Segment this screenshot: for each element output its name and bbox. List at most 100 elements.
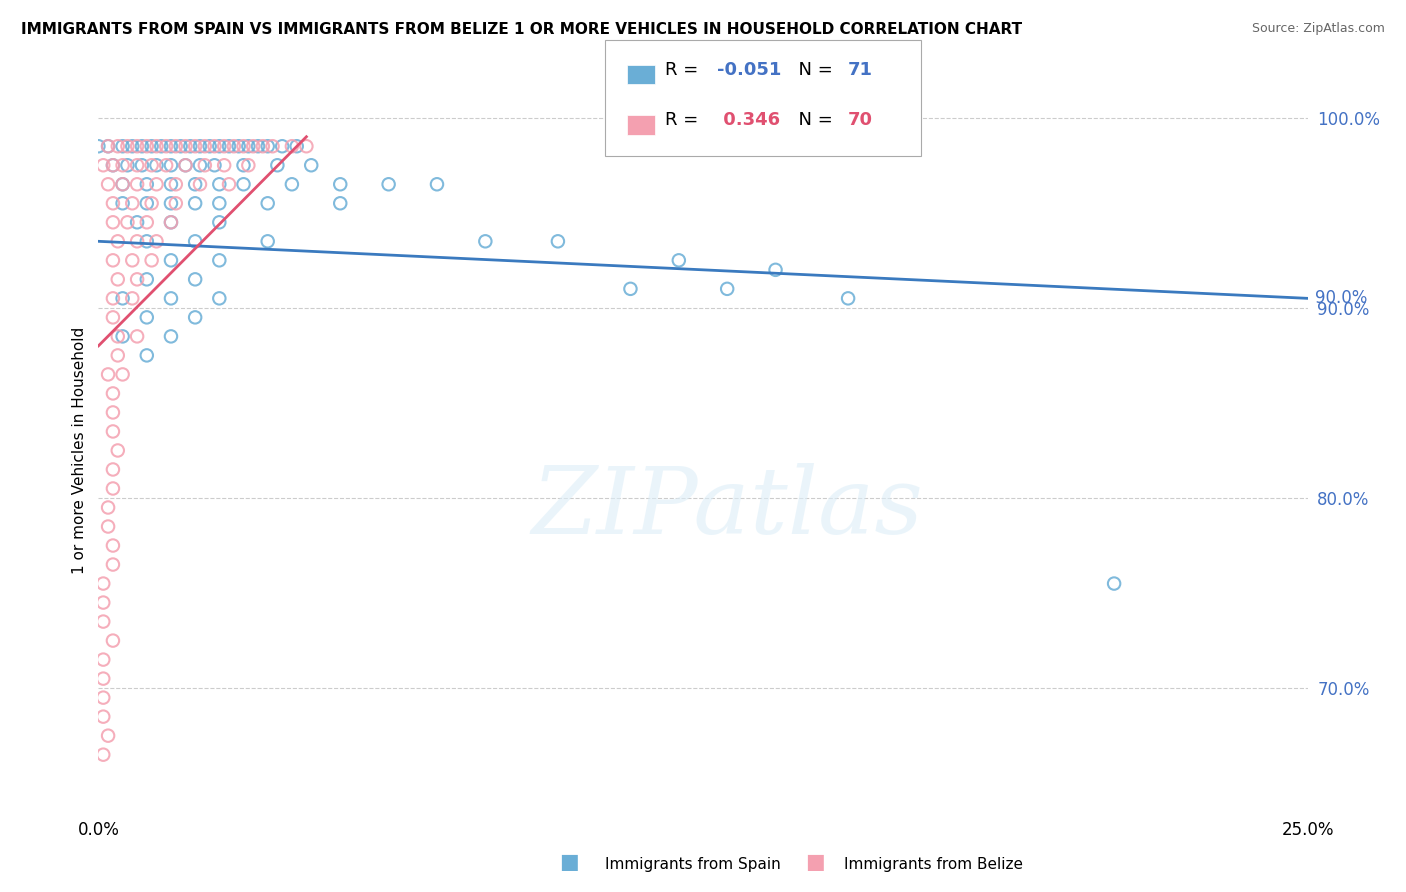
Point (101, 310, 124, 325)
Point (295, 139, 318, 153)
Point (184, 196, 207, 211)
Point (281, 178, 304, 192)
Text: N =: N = (787, 62, 839, 79)
Y-axis label: 1 or more Vehicles in Household: 1 or more Vehicles in Household (72, 326, 87, 574)
Point (101, 539, 124, 553)
Point (266, 158, 288, 172)
Point (194, 139, 217, 153)
Point (101, 291, 124, 305)
Text: ZIPatlas: ZIPatlas (531, 463, 924, 553)
Text: Immigrants from Spain: Immigrants from Spain (605, 857, 780, 872)
Point (160, 215, 183, 229)
Point (271, 139, 294, 153)
Point (101, 158, 124, 172)
Point (91, 158, 114, 172)
Text: -0.051: -0.051 (717, 62, 782, 79)
Point (208, 291, 231, 305)
Point (204, 139, 226, 153)
Point (107, 348, 129, 362)
Point (101, 462, 124, 476)
Point (135, 272, 157, 286)
Point (131, 139, 153, 153)
Point (188, 158, 211, 172)
Point (837, 291, 859, 305)
Point (107, 329, 129, 343)
Point (135, 215, 157, 229)
Point (135, 310, 157, 325)
Point (117, 139, 139, 153)
Point (145, 158, 167, 172)
Point (184, 272, 207, 286)
Point (127, 139, 149, 153)
Point (212, 139, 235, 153)
Point (101, 158, 124, 172)
Point (262, 139, 284, 153)
Point (256, 196, 278, 211)
Point (281, 139, 304, 153)
Point (169, 139, 191, 153)
Text: ■: ■ (560, 853, 579, 872)
Point (145, 139, 167, 153)
Point (716, 282, 738, 296)
Point (111, 368, 134, 382)
Point (111, 139, 134, 153)
Point (141, 139, 163, 153)
Point (184, 235, 207, 249)
Point (127, 329, 149, 343)
Point (121, 139, 143, 153)
Point (101, 633, 124, 648)
Point (121, 291, 143, 305)
Text: Immigrants from Belize: Immigrants from Belize (844, 857, 1022, 872)
Point (101, 405, 124, 419)
Point (198, 139, 221, 153)
Text: 71: 71 (848, 62, 873, 79)
Point (91, 690, 114, 705)
Point (97, 519, 120, 533)
Point (247, 139, 270, 153)
Point (155, 139, 177, 153)
Text: R =: R = (665, 112, 704, 129)
Point (145, 235, 167, 249)
Point (160, 178, 183, 192)
Point (101, 425, 124, 439)
Point (208, 178, 231, 192)
Point (101, 482, 124, 496)
Point (160, 253, 183, 268)
Point (160, 291, 183, 305)
Point (121, 253, 143, 268)
Point (111, 196, 134, 211)
Point (91, 709, 114, 723)
Point (194, 158, 217, 172)
Point (184, 139, 207, 153)
Text: 70: 70 (848, 112, 873, 129)
Point (127, 235, 149, 249)
Point (285, 139, 308, 153)
Point (208, 253, 231, 268)
Point (218, 178, 240, 192)
Point (91, 652, 114, 666)
Point (121, 196, 143, 211)
Point (160, 329, 183, 343)
Point (101, 196, 124, 211)
Point (474, 235, 496, 249)
Point (232, 178, 254, 192)
Point (174, 139, 197, 153)
Point (252, 139, 274, 153)
Point (150, 139, 173, 153)
Point (204, 158, 226, 172)
Text: N =: N = (787, 112, 839, 129)
Point (426, 178, 449, 192)
Point (179, 139, 201, 153)
Point (127, 178, 149, 192)
Point (232, 158, 254, 172)
Point (111, 291, 134, 305)
Point (165, 178, 187, 192)
Point (131, 158, 153, 172)
Point (377, 178, 399, 192)
Text: 90.0%: 90.0% (1315, 289, 1367, 308)
Point (212, 158, 235, 172)
Point (160, 215, 183, 229)
Point (160, 139, 183, 153)
Point (97, 500, 120, 515)
Point (242, 139, 264, 153)
